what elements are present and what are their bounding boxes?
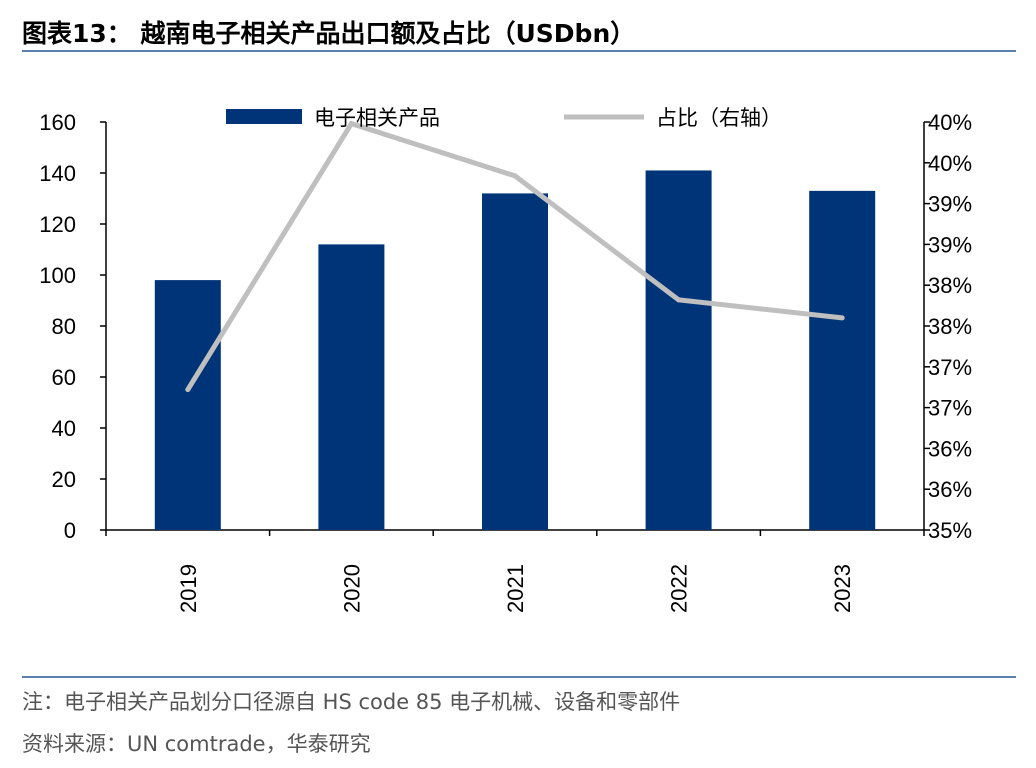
figure-note: 注：电子相关产品划分口径源自 HS code 85 电子机械、设备和零部件 xyxy=(22,690,681,714)
bar-electronics-exports xyxy=(809,190,876,530)
share-line-point xyxy=(512,173,518,179)
right-axis-tick-label: 37% xyxy=(928,355,972,380)
right-axis-tick-label: 36% xyxy=(928,477,972,502)
bar-electronics-exports xyxy=(318,244,385,530)
share-line-point xyxy=(676,297,682,303)
share-line-point xyxy=(839,315,845,321)
figure-header: 图表13： 越南电子相关产品出口额及占比（USDbn） xyxy=(22,10,1016,52)
right-axis-tick-label: 39% xyxy=(928,232,972,257)
share-line-point xyxy=(348,121,354,127)
legend-swatch-bar xyxy=(226,109,302,124)
x-axis-tick-label: 2019 xyxy=(176,564,201,613)
figure-source: 资料来源：UN comtrade，华泰研究 xyxy=(22,732,371,756)
bar-electronics-exports xyxy=(482,193,548,530)
left-axis-tick-label: 80 xyxy=(52,314,76,339)
right-axis-tick-label: 39% xyxy=(928,192,972,217)
left-axis-tick-label: 20 xyxy=(52,467,76,492)
right-axis-tick-label: 38% xyxy=(928,273,972,298)
right-axis-tick-label: 40% xyxy=(928,151,972,176)
right-axis-tick-label: 37% xyxy=(928,396,972,421)
left-axis-tick-label: 140 xyxy=(39,161,76,186)
left-axis-tick-label: 0 xyxy=(64,518,76,543)
right-axis-tick-label: 38% xyxy=(928,314,972,339)
x-axis-tick-label: 2021 xyxy=(503,564,528,613)
left-axis-tick-label: 120 xyxy=(39,212,76,237)
x-axis-tick-label: 2023 xyxy=(830,564,855,613)
share-line-point xyxy=(185,387,191,393)
chart-area: 0 20 40 60 80 100 120 140 160 35% 36% 36% 37% 37% 38% 3… xyxy=(0,52,1036,672)
chart-svg: 0 20 40 60 80 100 120 140 160 35% 36% 36% 37% 37% 38% 3… xyxy=(39,106,972,613)
bar-electronics-exports xyxy=(645,170,712,530)
right-axis-tick-label: 36% xyxy=(928,436,972,461)
legend-label-bar: 电子相关产品 xyxy=(314,106,440,130)
left-axis-tick-label: 40 xyxy=(52,416,76,441)
figure-title: 图表13： 越南电子相关产品出口额及占比（USDbn） xyxy=(22,19,636,48)
bar-electronics-exports xyxy=(154,280,221,530)
x-axis-tick-label: 2020 xyxy=(339,564,364,613)
x-axis-tick-label: 2022 xyxy=(667,564,692,613)
left-axis-tick-label: 160 xyxy=(39,110,76,135)
left-axis-tick-label: 100 xyxy=(39,263,76,288)
legend-label-line: 占比（右轴） xyxy=(656,106,782,130)
left-axis-tick-label: 60 xyxy=(52,365,76,390)
right-axis-tick-label: 40% xyxy=(928,110,972,135)
figure-footer: 注：电子相关产品划分口径源自 HS code 85 电子机械、设备和零部件 资料… xyxy=(22,676,1016,756)
right-axis-tick-label: 35% xyxy=(928,518,972,543)
